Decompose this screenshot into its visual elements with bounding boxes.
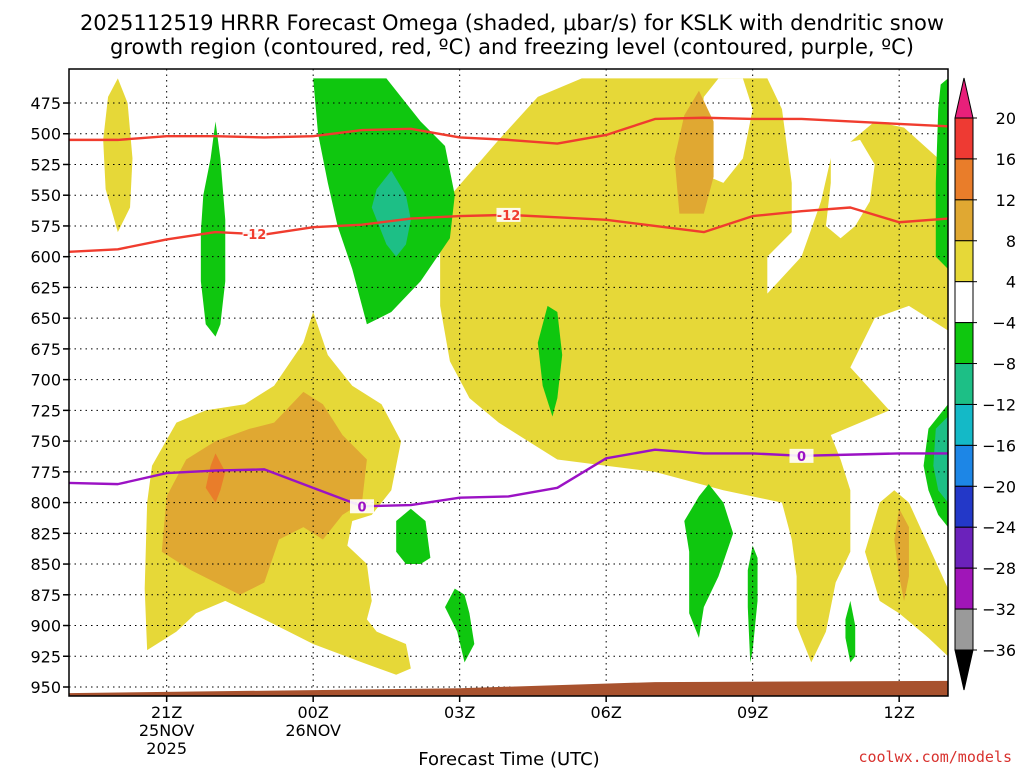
omega-area-sink-tall-left: [200, 121, 226, 337]
colorbar-label-1: 16: [996, 150, 1016, 169]
y-axis-ticks: 475 500 525 550 575 600 625 650 675 700 725 750 775 8…: [30, 94, 69, 697]
omega-area-orange-sw: [161, 391, 367, 595]
color-legend: 20 16 12 8 4 −4 −8 −12 −16 −20 −24 −28 −32 −36: [954, 77, 1016, 691]
contour-label-0-1: -12: [497, 209, 521, 224]
y-tick-label-525: 525: [30, 155, 61, 174]
colorbar-swatch-5: [954, 322, 974, 365]
terrain-layer: [69, 680, 948, 696]
omega-area-rise-center: [440, 78, 948, 663]
contour-label-2-0: 0: [357, 500, 366, 515]
y-tick-label-775: 775: [30, 463, 61, 482]
chart-title: 2025112519 HRRR Forecast Omega (shaded, …: [80, 11, 944, 59]
contour-label-bg-2-1: [789, 448, 814, 463]
x-tick-label-21Z-0: 21Z: [151, 703, 182, 722]
omega-area-red-core: [205, 453, 226, 503]
omega-area-sink-low-e: [845, 600, 856, 663]
contour-lines: -12 -12 0 0: [69, 116, 948, 515]
colorbar-label-0: 20: [996, 109, 1016, 128]
colorbar-swatch-9: [954, 485, 974, 528]
y-tick-label-950: 950: [30, 678, 61, 697]
y-tick-label-650: 650: [30, 309, 61, 328]
omega-area-orange-east: [894, 508, 909, 601]
omega-area-sink-core-teal: [371, 170, 411, 257]
colorbar-label-5: −4: [992, 314, 1016, 333]
colorbar-bottom-triangle: [954, 649, 974, 691]
colorbar-top-triangle: [954, 77, 974, 119]
y-tick-label-900: 900: [30, 617, 61, 636]
chart-title-line-2: growth region (contoured, red, ºC) and f…: [110, 35, 914, 59]
y-tick-label-875: 875: [30, 586, 61, 605]
y-tick-label-500: 500: [30, 125, 61, 144]
y-tick-label-825: 825: [30, 524, 61, 543]
colorbar-swatch-6: [954, 363, 974, 405]
y-tick-label-625: 625: [30, 278, 61, 297]
colorbar-swatch-11: [954, 567, 974, 610]
y-tick-label-925: 925: [30, 647, 61, 666]
contour-label-bg-0-0: [242, 227, 267, 242]
x-tick-label-03Z-0: 03Z: [444, 703, 475, 722]
y-tick-label-600: 600: [30, 248, 61, 267]
x-axis-label: Forecast Time (UTC): [418, 749, 599, 768]
colorbar-label-8: −16: [982, 436, 1016, 455]
y-tick-label-750: 750: [30, 432, 61, 451]
colorbar-label-11: −28: [982, 559, 1016, 578]
y-tick-label-725: 725: [30, 401, 61, 420]
omega-area-sink-low-c: [684, 484, 734, 638]
x-tick-label-00Z-1: 26NOV: [285, 721, 341, 740]
colorbar-label-2: 12: [996, 191, 1016, 210]
contour-line-1: [69, 116, 948, 145]
colorbar-swatch-0: [954, 117, 974, 160]
x-tick-label-21Z-1: 25NOV: [139, 721, 195, 740]
contour-label-bg-0-1: [496, 207, 521, 222]
x-tick-label-21Z-2: 2025: [146, 739, 187, 758]
y-tick-label-575: 575: [30, 217, 61, 236]
omega-area-hole-upper-right: [825, 139, 875, 239]
colorbar-swatch-3: [954, 240, 974, 283]
x-tick-label-12Z-0: 12Z: [884, 703, 915, 722]
omega-area-sink-low-d: [747, 545, 758, 663]
y-tick-label-550: 550: [30, 186, 61, 205]
plot-frame: [68, 68, 949, 697]
y-tick-label-675: 675: [30, 340, 61, 359]
colorbar-swatch-12: [954, 608, 974, 651]
omega-area-sink-mid-left: [537, 305, 563, 417]
colorbar-label-10: −24: [982, 518, 1016, 537]
credit-text: coolwx.com/models: [858, 748, 1012, 766]
colorbar-swatch-4: [954, 281, 974, 324]
x-tick-label-00Z-0: 00Z: [298, 703, 329, 722]
contour-label-bg-2-0: [350, 499, 374, 514]
omega-shading: [103, 78, 948, 675]
omega-area-orange-top: [674, 90, 714, 214]
colorbar-label-6: −8: [992, 355, 1016, 374]
colorbar-swatch-7: [954, 403, 974, 446]
omega-area-rise-west-top: [103, 78, 133, 233]
y-tick-label-800: 800: [30, 494, 61, 513]
omega-area-sink-low-a: [396, 508, 431, 565]
colorbar-swatch-8: [954, 444, 974, 487]
contour-label-2-1: 0: [797, 450, 806, 465]
grid-lines: [69, 69, 948, 696]
y-tick-label-700: 700: [30, 371, 61, 390]
terrain-ground: [69, 680, 948, 696]
colorbar-label-12: −32: [982, 600, 1016, 619]
colorbar-swatch-2: [954, 199, 974, 242]
colorbar-label-4: 4: [1006, 273, 1016, 292]
colorbar-label-13: −36: [982, 641, 1016, 660]
colorbar-label-3: 8: [1006, 232, 1016, 251]
x-tick-label-06Z-0: 06Z: [591, 703, 622, 722]
colorbar-label-7: −12: [982, 395, 1016, 414]
colorbar-swatch-10: [954, 526, 974, 569]
y-tick-label-850: 850: [30, 555, 61, 574]
omega-area-sink-right-teal: [933, 416, 948, 503]
y-tick-label-475: 475: [30, 94, 61, 113]
contour-label-0-0: -12: [243, 228, 267, 243]
colorbar-swatch-1: [954, 158, 974, 201]
x-tick-label-09Z-0: 09Z: [737, 703, 768, 722]
colorbar-label-9: −20: [982, 477, 1016, 496]
chart-title-line-1: 2025112519 HRRR Forecast Omega (shaded, …: [80, 11, 944, 35]
